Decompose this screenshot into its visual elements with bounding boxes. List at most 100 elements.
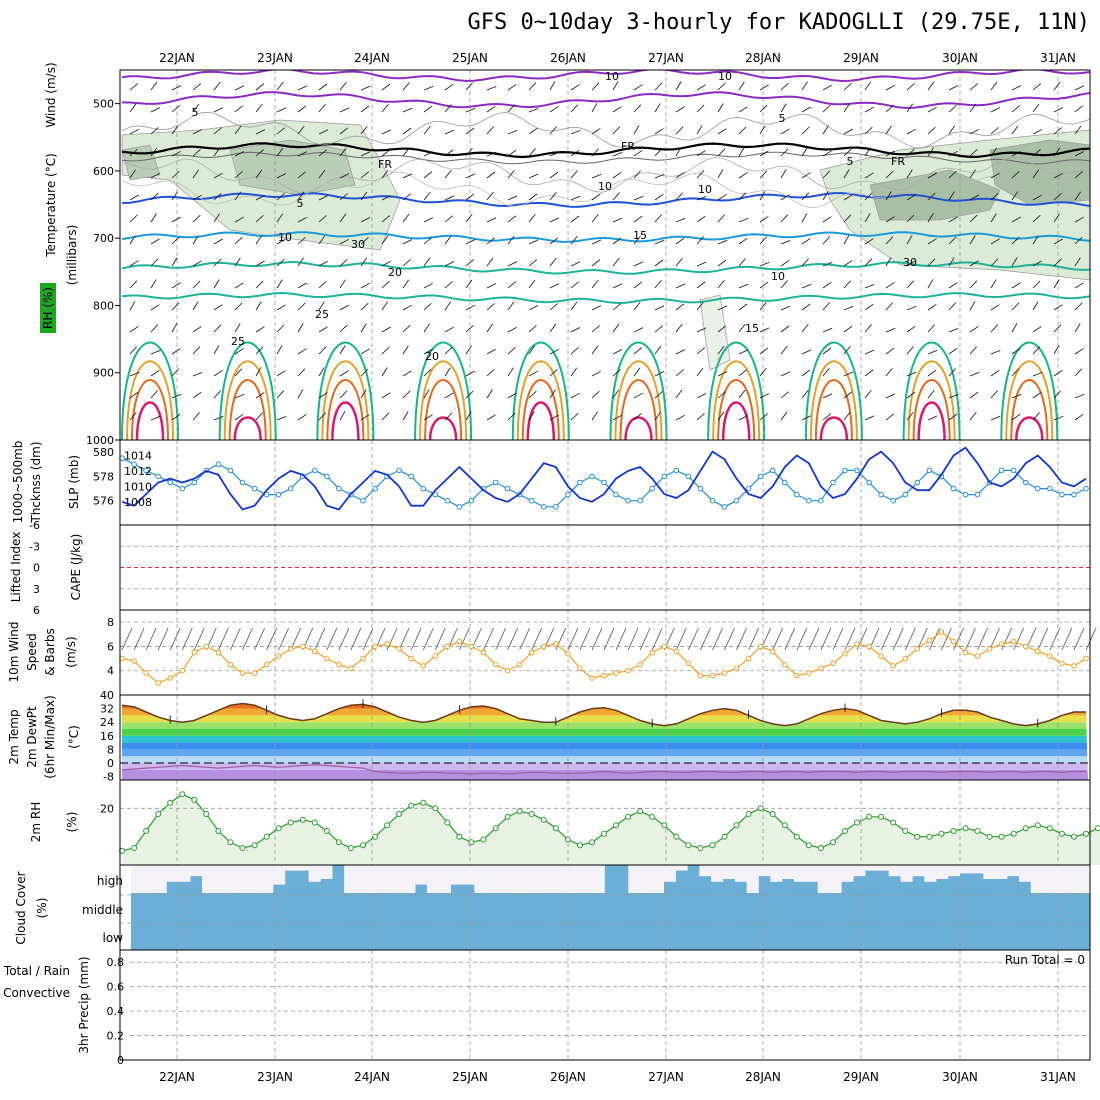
- wind-barb: [234, 368, 243, 377]
- wind-barb: [864, 415, 875, 421]
- wind-barb: [885, 347, 895, 355]
- temp-ylabel-b: 2m DewPt: [25, 706, 39, 768]
- wind-barb: [150, 390, 158, 399]
- wind-barb: [738, 218, 749, 223]
- wind-barb: [444, 281, 453, 289]
- wind-barb: [297, 125, 305, 135]
- wind-barb: [675, 283, 686, 289]
- wind-barb: [822, 191, 829, 201]
- wind-barb: [969, 103, 977, 113]
- wind-speed-point: [818, 665, 824, 672]
- wind-barb-10m: [941, 627, 952, 651]
- wind-barb: [213, 172, 223, 179]
- wind-barb: [423, 105, 433, 113]
- rh-point: [456, 833, 463, 840]
- thickness-point: [1023, 479, 1029, 486]
- wind-barb: [276, 127, 286, 135]
- thickness-point: [1059, 491, 1065, 498]
- wind-barb: [654, 148, 663, 157]
- wind-barb: [549, 283, 560, 289]
- wind-barb: [759, 302, 767, 311]
- lowlevel-temperature-contour: [804, 341, 863, 440]
- wind-barb: [381, 195, 392, 201]
- lowlevel-temperature-contour: [712, 360, 761, 440]
- temperature-contour: [121, 142, 1090, 159]
- wind-barb: [1053, 213, 1060, 223]
- thickness-point: [492, 479, 499, 486]
- wind-barb: [675, 389, 683, 399]
- wind-barb: [150, 324, 159, 333]
- wind-speed-point: [1010, 638, 1017, 645]
- wind-barb: [717, 345, 725, 355]
- wind-barb: [885, 393, 896, 399]
- wind-barb-10m: [700, 627, 711, 651]
- lowlevel-temperature-contour: [814, 379, 853, 440]
- wind-barb: [780, 325, 790, 333]
- temperature-contour: [121, 260, 1090, 275]
- thickness-point: [275, 491, 282, 498]
- wind-barb: [528, 239, 539, 245]
- wind-barb: [780, 280, 788, 289]
- wind-barb: [192, 301, 199, 311]
- date-label-bottom: 28JAN: [745, 1070, 781, 1084]
- wind-barb: [1011, 302, 1020, 311]
- wind-barb: [927, 415, 938, 421]
- wind-barb: [150, 213, 157, 223]
- wind-barb: [570, 367, 578, 377]
- high-cloud-gap: [344, 865, 357, 893]
- wind-barb: [318, 235, 326, 245]
- wind-barb: [150, 279, 157, 289]
- wind-barb: [864, 81, 872, 91]
- wind-barb: [822, 236, 831, 245]
- wind-barb: [717, 325, 727, 333]
- wind-barb: [969, 301, 976, 311]
- rh-area: [122, 794, 1100, 865]
- wind-barb: [969, 149, 978, 157]
- thickness-point: [239, 479, 246, 486]
- wind-barb: [801, 349, 812, 355]
- wind-barb: [318, 346, 327, 355]
- wind-barb: [633, 327, 644, 333]
- high-cloud-gap: [320, 865, 333, 879]
- wind-barb: [339, 279, 346, 289]
- rh-point: [685, 842, 692, 849]
- wind-barb: [213, 81, 221, 91]
- wind-barb: [381, 346, 390, 355]
- thickness-point: [372, 485, 378, 492]
- temperature-contour: [121, 70, 1090, 83]
- wind-barb: [423, 414, 433, 421]
- lowlevel-temperature-contour: [809, 360, 858, 440]
- wind-barb: [801, 303, 811, 311]
- lowlevel-temperature-contour: [135, 401, 165, 440]
- wind-barb: [255, 83, 265, 91]
- rh-point: [589, 839, 595, 846]
- wind-barb: [528, 82, 537, 91]
- thickness-point: [914, 479, 921, 486]
- wind-barb: [339, 82, 347, 91]
- wind-barb: [864, 284, 875, 289]
- wind-barb: [843, 305, 854, 311]
- wind-barb-10m: [314, 627, 326, 651]
- thickness-point: [215, 461, 222, 468]
- rh-point: [408, 802, 415, 809]
- wind-barb: [465, 390, 474, 399]
- wind-barb: [402, 304, 412, 311]
- cape-ylabel-lifted: Lifted Index: [9, 532, 23, 603]
- wind-barb: [675, 323, 683, 333]
- wind-barb: [549, 106, 559, 113]
- wind-barb: [948, 393, 959, 399]
- thickness-point: [769, 467, 776, 474]
- wind-barb: [759, 327, 770, 333]
- thickness-point: [794, 491, 800, 498]
- wind-barb: [234, 171, 243, 179]
- wind-speed-point: [203, 643, 210, 650]
- wind-barb: [339, 213, 347, 223]
- wind-barb: [759, 281, 769, 289]
- thickness-point: [287, 485, 294, 492]
- wind-barb: [822, 104, 831, 113]
- rh-point: [396, 811, 403, 817]
- wind-barb: [822, 262, 833, 267]
- thickness-point: [155, 473, 161, 480]
- date-label-bottom: 25JAN: [452, 1070, 488, 1084]
- wind-speed-point: [649, 649, 656, 656]
